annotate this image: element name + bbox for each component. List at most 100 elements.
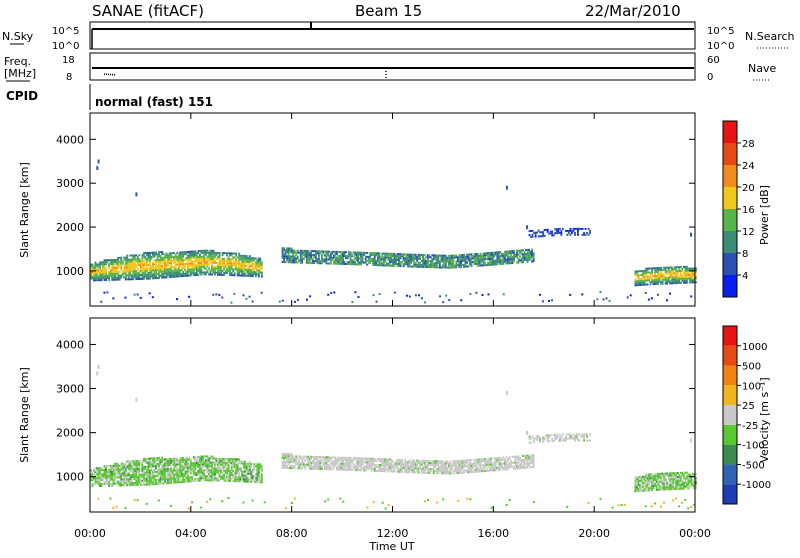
echo-cell	[496, 263, 498, 265]
echo-cell	[321, 466, 323, 468]
ground-scatter-cell	[373, 294, 375, 296]
echo-cell	[437, 472, 439, 474]
echo-cell	[128, 472, 130, 474]
echo-cell	[413, 469, 415, 471]
echo-cell	[129, 272, 131, 274]
echo-cell	[178, 268, 180, 270]
echo-cell	[505, 456, 507, 458]
echo-cell	[223, 258, 225, 260]
echo-cell	[533, 256, 535, 258]
echo-cell	[196, 254, 198, 256]
echo-cell	[547, 231, 549, 233]
echo-cell	[143, 482, 145, 484]
echo-cell	[108, 481, 110, 483]
sky-left-label: N.Sky	[2, 30, 34, 43]
echo-cell	[155, 467, 157, 469]
ground-scatter-cell	[666, 299, 668, 301]
echo-cell	[135, 270, 137, 272]
echo-cell	[318, 258, 320, 260]
echo-cell	[502, 263, 504, 265]
echo-cell	[375, 262, 377, 264]
echo-cell	[261, 268, 263, 270]
echo-cell	[350, 251, 352, 253]
echo-cell	[259, 471, 261, 473]
echo-cell	[391, 469, 393, 471]
echo-cell	[176, 467, 178, 469]
echo-cell	[647, 270, 649, 272]
echo-cell	[378, 252, 380, 254]
echo-cell	[484, 256, 486, 258]
echo-cell	[298, 459, 300, 461]
echo-cell	[158, 465, 160, 467]
echo-cell	[430, 470, 432, 472]
echo-cell	[283, 459, 285, 461]
ground-scatter-cell	[330, 292, 332, 294]
echo-cell	[483, 468, 485, 470]
echo-cell	[138, 466, 140, 468]
echo-cell	[166, 266, 168, 268]
echo-cell	[507, 255, 509, 257]
echo-cell	[516, 252, 518, 254]
ground-scatter-cell	[596, 298, 598, 300]
echo-cell	[638, 482, 640, 484]
echo-cell	[450, 473, 452, 475]
echo-cell	[182, 477, 184, 479]
echo-cell	[513, 252, 515, 254]
echo-cell	[155, 251, 157, 253]
echo-cell	[116, 269, 118, 271]
echo-cell	[211, 264, 213, 266]
echo-cell	[149, 472, 151, 474]
echo-cell	[499, 251, 501, 253]
echo-cell	[301, 460, 303, 462]
echo-cell	[108, 277, 110, 279]
colorbar-tick-label: 16	[742, 205, 755, 216]
echo-cell	[160, 481, 162, 483]
echo-cell	[283, 259, 285, 261]
echo-cell	[261, 475, 263, 477]
echo-cell	[246, 265, 248, 267]
cpid-label: CPID	[6, 89, 38, 103]
echo-cell	[345, 251, 347, 253]
echo-cell	[99, 267, 101, 269]
echo-cell	[586, 232, 588, 234]
sky-right-tick-high: 10^5	[707, 26, 734, 37]
echo-cell	[313, 460, 315, 462]
echo-cell	[463, 472, 465, 474]
echo-cell	[125, 462, 127, 464]
echo-cell	[654, 483, 656, 485]
echo-cell	[681, 270, 683, 272]
echo-cell	[415, 462, 417, 464]
echo-cell	[338, 461, 340, 463]
ground-scatter-cell	[657, 294, 659, 296]
echo-cell	[450, 471, 452, 473]
echo-cell	[231, 468, 233, 470]
echo-cell	[146, 266, 148, 268]
echo-cell	[223, 274, 225, 276]
echo-cell	[95, 262, 97, 264]
echo-cell	[203, 266, 205, 268]
echo-cell	[125, 470, 127, 472]
echo-cell	[662, 281, 664, 283]
echo-cell	[577, 234, 579, 236]
echo-cell	[409, 264, 411, 266]
echo-cell	[400, 263, 402, 265]
echo-cell	[394, 253, 396, 255]
echo-cell	[392, 461, 394, 463]
echo-cell	[243, 271, 245, 273]
echo-cell	[528, 464, 530, 466]
echo-cell	[252, 477, 254, 479]
isolated-echo-cell	[690, 233, 692, 237]
echo-cell	[120, 259, 122, 261]
echo-cell	[453, 259, 455, 261]
echo-cell	[666, 480, 668, 482]
echo-cell	[175, 268, 177, 270]
echo-cell	[683, 488, 685, 490]
echo-cell	[309, 260, 311, 262]
echo-cell	[143, 278, 145, 280]
echo-cell	[384, 470, 386, 472]
echo-cell	[238, 253, 240, 255]
ground-scatter-cell	[609, 300, 611, 302]
echo-cell	[362, 256, 364, 258]
sky-right-tick-low: 10^0	[707, 41, 734, 52]
echo-cell	[391, 463, 393, 465]
